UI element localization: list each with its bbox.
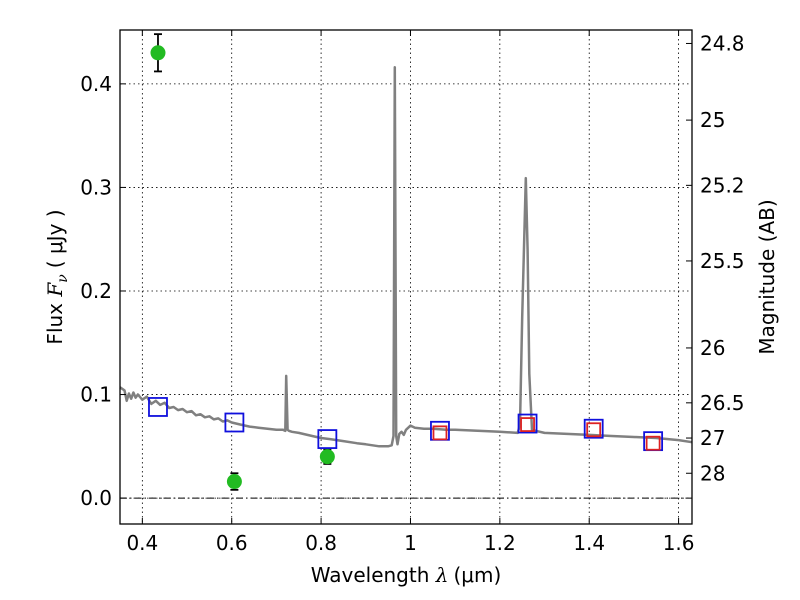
y2-tick-label: 28 (700, 461, 725, 485)
y-tick-label: 0.1 (80, 383, 112, 407)
y-tick-label: 0.4 (80, 72, 112, 96)
model-point-red (520, 417, 535, 432)
axis-ticks: 0.4 0.6 0.8 1 1.2 1.4 1.6 0.0 0.1 0.2 0.3 0.4 24.8 25… (80, 30, 745, 555)
x-tick-label: 1.4 (573, 531, 605, 555)
model-point-blue (517, 413, 538, 434)
y-tick-label: 0.0 (80, 486, 112, 510)
model-point-blue (224, 412, 245, 433)
model-point-red (586, 422, 602, 438)
y2-tick-label: 26 (700, 336, 725, 360)
plot-frame (119, 29, 693, 525)
x-tick-label: 1 (404, 531, 417, 555)
y-axis-label: Flux Fν( μJy ) (43, 209, 71, 344)
model-point-red (645, 435, 661, 451)
observed-flux-point (226, 474, 242, 490)
spectrum-line (119, 66, 693, 448)
x-tick-label: 1.6 (663, 531, 695, 555)
y2-tick-label: 25 (700, 108, 725, 132)
y-tick-label: 0.2 (80, 279, 112, 303)
x-axis-label: Wavelength λ (μm) (311, 563, 502, 587)
observed-flux-point (150, 45, 166, 61)
model-point-blue (148, 397, 168, 417)
y2-tick-label: 24.8 (700, 31, 745, 55)
y2-tick-label: 26.5 (700, 391, 745, 415)
model-point-red (432, 425, 448, 441)
plot-series (119, 33, 693, 491)
model-point-blue (317, 429, 338, 449)
y2-axis-label: Magnitude (AB) (755, 199, 779, 354)
y2-tick-label: 25.2 (700, 173, 745, 197)
x-tick-label: 0.4 (126, 531, 158, 555)
model-point-blue (583, 418, 604, 439)
x-tick-label: 0.8 (305, 531, 337, 555)
x-tick-label: 1.2 (484, 531, 516, 555)
y-tick-label: 0.3 (80, 175, 112, 199)
observed-flux-point (319, 449, 335, 465)
y2-tick-label: 27 (700, 426, 725, 450)
grid-lines (120, 30, 692, 524)
y2-tick-label: 25.5 (700, 249, 745, 273)
x-tick-label: 0.6 (216, 531, 248, 555)
